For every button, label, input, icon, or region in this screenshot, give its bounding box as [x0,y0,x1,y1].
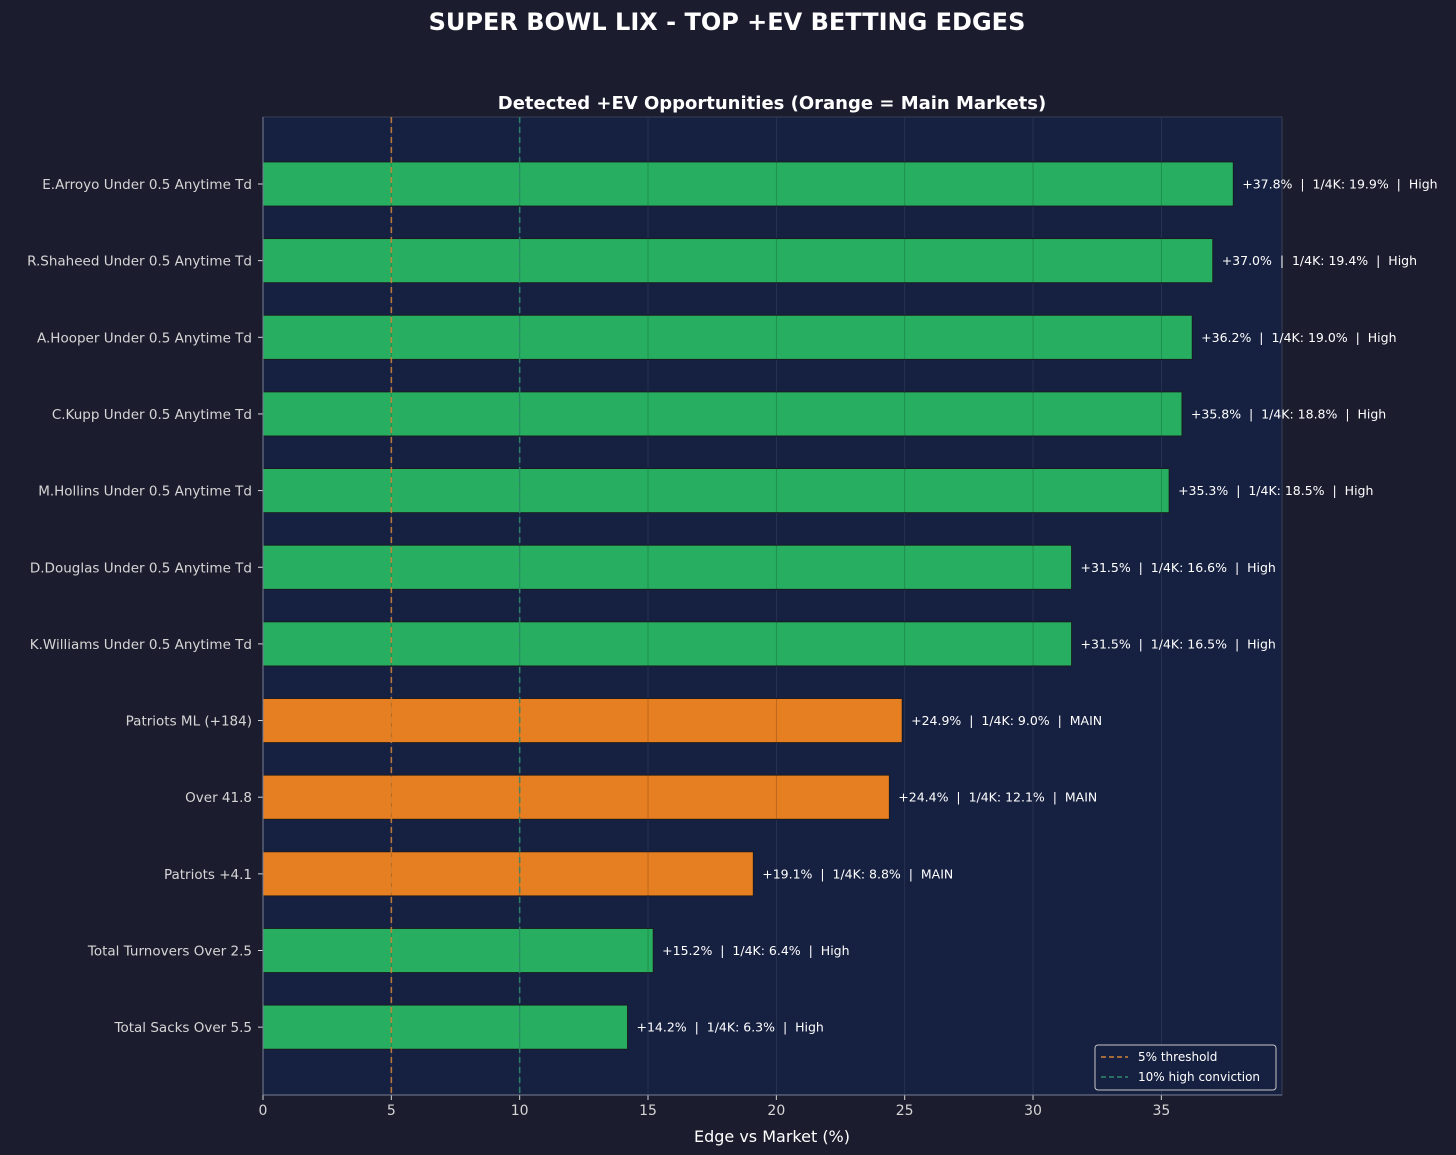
bar-k-williams-under-0-5-anytime-td [262,621,1072,667]
x-tick-label: 25 [896,1103,914,1119]
x-tick-label: 15 [639,1103,657,1119]
y-tick-label: Total Turnovers Over 2.5 [87,944,252,960]
data-label: +35.3% | 1/4K: 18.5% | High [1178,483,1373,498]
legend-threshold-label: 5% threshold [1138,1050,1217,1064]
x-axis-label: Edge vs Market (%) [694,1127,850,1146]
figure-suptitle: SUPER BOWL LIX - TOP +EV BETTING EDGES [429,8,1026,36]
bars [262,161,1234,1050]
y-tick-label: A.Hooper Under 0.5 Anytime Td [37,330,252,346]
y-tick-label: Total Sacks Over 5.5 [114,1020,252,1036]
reference-lines [390,117,521,1095]
bar-patriots-ml-184 [262,698,903,743]
x-tick-label: 10 [511,1103,529,1119]
x-tick-label: 5 [387,1103,396,1119]
data-label: +31.5% | 1/4K: 16.6% | High [1081,560,1276,575]
bar-r-shaheed-under-0-5-anytime-td [262,238,1214,284]
bar-total-turnovers-over-2-5 [262,928,654,973]
y-tick-label: M.Hollins Under 0.5 Anytime Td [38,484,252,500]
data-label: +37.0% | 1/4K: 19.4% | High [1222,253,1417,268]
data-label: +36.2% | 1/4K: 19.0% | High [1201,330,1396,345]
bar-over-41-8 [262,774,890,820]
y-tick-label: Patriots ML (+184) [126,714,252,730]
y-tick-label: C.Kupp Under 0.5 Anytime Td [52,407,252,423]
data-label: +15.2% | 1/4K: 6.4% | High [662,943,849,958]
bar-total-sacks-over-5-5 [262,1004,628,1050]
legend-conviction-label: 10% high conviction [1138,1070,1260,1084]
y-tick-label: D.Douglas Under 0.5 Anytime Td [30,560,252,576]
legend-box [1094,1044,1277,1091]
x-tick-label: 30 [1024,1103,1042,1119]
data-label: +14.2% | 1/4K: 6.3% | High [636,1020,823,1035]
bar-labels: +37.8% | 1/4K: 19.9% | High +37.0% | 1/4K… [636,177,1437,1035]
bar-patriots-4-1 [262,851,754,897]
bar-c-kupp-under-0-5-anytime-td [262,391,1183,437]
bar-a-hooper-under-0-5-anytime-td [262,314,1193,360]
data-label: +19.1% | 1/4K: 8.8% | MAIN [762,866,953,881]
x-tick-label: 35 [1152,1103,1170,1119]
data-label: +24.9% | 1/4K: 9.0% | MAIN [911,713,1102,728]
data-label: +35.8% | 1/4K: 18.8% | High [1191,406,1386,421]
data-label: +37.8% | 1/4K: 19.9% | High [1242,177,1437,192]
data-label: +24.4% | 1/4K: 12.1% | MAIN [898,790,1097,805]
y-tick-label: Patriots +4.1 [164,867,252,883]
bar-e-arroyo-under-0-5-anytime-td [262,161,1234,207]
chart-title: Detected +EV Opportunities (Orange = Mai… [498,93,1046,114]
y-tick-label: Over 41.8 [185,790,252,806]
y-tick-label: R.Shaheed Under 0.5 Anytime Td [27,254,252,270]
data-label: +31.5% | 1/4K: 16.5% | High [1081,636,1276,651]
x-tick-label: 20 [767,1103,785,1119]
y-tick-label: E.Arroyo Under 0.5 Anytime Td [42,177,252,193]
axes: 0 5 10 15 20 25 30 35 E.Arroyo Under 0.5 Anytime… [27,117,1282,1119]
bar-m-hollins-under-0-5-anytime-td [262,468,1170,514]
x-tick-label: 0 [259,1103,268,1119]
y-tick-label: K.Williams Under 0.5 Anytime Td [30,637,252,653]
bar-d-douglas-under-0-5-anytime-td [262,544,1072,590]
legend: 5% threshold 10% high conviction [1094,1044,1277,1091]
